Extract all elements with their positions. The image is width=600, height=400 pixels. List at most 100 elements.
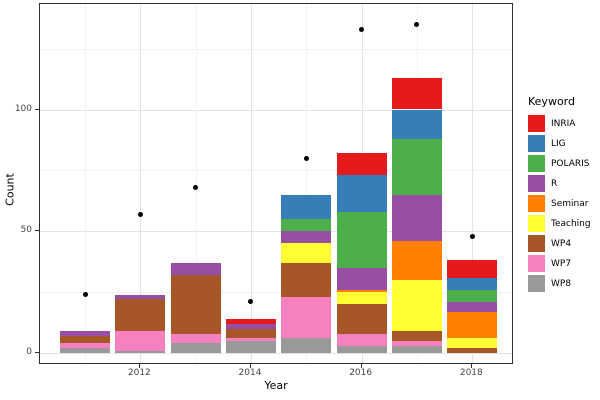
legend-item-label: WP8 bbox=[551, 278, 572, 289]
bar-segment-inria-2014 bbox=[225, 318, 276, 324]
vertical-gridline bbox=[472, 4, 474, 363]
bar-segment-wp4-2018 bbox=[447, 348, 498, 353]
y-tick-label: 100 bbox=[14, 103, 32, 114]
bar-segment-lig-2015 bbox=[281, 194, 332, 220]
plot-panel bbox=[39, 3, 513, 364]
x-tick-mark bbox=[360, 364, 362, 368]
legend-item-label: WP7 bbox=[551, 258, 572, 269]
data-point-2012 bbox=[137, 211, 143, 217]
bar-segment-inria-2016 bbox=[336, 153, 387, 176]
legend-key-swatch-wp7 bbox=[528, 255, 545, 272]
bar-segment-inria-2018 bbox=[447, 260, 498, 278]
major-gridline bbox=[40, 231, 512, 233]
bar-segment-wp7-2013 bbox=[170, 333, 221, 344]
legend-item-polaris: POLARIS bbox=[528, 155, 591, 172]
bar-segment-wp4-2017 bbox=[391, 331, 442, 341]
y-tick-label: 50 bbox=[20, 225, 32, 236]
legend-item-teaching: Teaching bbox=[528, 215, 591, 232]
legend-key-swatch-seminar bbox=[528, 195, 545, 212]
bar-segment-inria-2017 bbox=[391, 77, 442, 110]
data-point-2015 bbox=[303, 155, 309, 161]
bar-segment-wp7-2011 bbox=[60, 343, 110, 349]
bar-segment-wp8-2012 bbox=[115, 350, 166, 353]
legend-key-swatch-lig bbox=[528, 135, 545, 152]
x-tick-mark bbox=[471, 364, 473, 368]
x-tick-mark bbox=[139, 364, 141, 368]
legend-item-seminar: Seminar bbox=[528, 195, 591, 212]
bar-segment-seminar-2016 bbox=[336, 289, 387, 293]
y-axis-title: Count bbox=[3, 173, 17, 206]
bar-segment-wp8-2016 bbox=[336, 345, 387, 353]
legend-item-inria: INRIA bbox=[528, 115, 591, 132]
bar-segment-wp7-2012 bbox=[115, 331, 166, 351]
legend-key-swatch-inria bbox=[528, 115, 545, 132]
legend-item-r: R bbox=[528, 175, 591, 192]
data-point-2013 bbox=[193, 184, 199, 190]
data-point-2018 bbox=[469, 233, 475, 239]
bar-segment-wp7-2017 bbox=[391, 340, 442, 346]
legend-item-wp4: WP4 bbox=[528, 235, 591, 252]
x-tick-label: 2016 bbox=[349, 368, 373, 378]
legend-item-label: INRIA bbox=[551, 118, 576, 129]
bar-segment-wp4-2014 bbox=[225, 328, 276, 339]
legend-item-label: POLARIS bbox=[551, 158, 590, 169]
legend-item-label: LIG bbox=[551, 138, 566, 149]
bar-segment-polaris-2018 bbox=[447, 289, 498, 302]
bar-segment-seminar-2018 bbox=[447, 311, 498, 339]
bar-segment-wp8-2013 bbox=[170, 343, 221, 353]
bar-segment-r-2012 bbox=[115, 294, 166, 300]
x-tick-label: 2018 bbox=[459, 368, 483, 378]
bar-segment-r-2015 bbox=[281, 231, 332, 244]
legend-item-label: Seminar bbox=[551, 198, 589, 209]
vertical-gridline bbox=[195, 4, 197, 363]
legend-key-swatch-wp8 bbox=[528, 275, 545, 292]
y-tick-label: 0 bbox=[26, 347, 32, 357]
major-gridline bbox=[40, 353, 512, 354]
legend-key-swatch-wp4 bbox=[528, 235, 545, 252]
bar-segment-teaching-2018 bbox=[447, 338, 498, 349]
legend-key-swatch-teaching bbox=[528, 215, 545, 232]
bar-segment-teaching-2017 bbox=[391, 279, 442, 332]
bar-segment-polaris-2016 bbox=[336, 211, 387, 268]
data-point-2016 bbox=[359, 26, 365, 32]
bar-segment-r-2018 bbox=[447, 301, 498, 312]
bar-segment-r-2011 bbox=[60, 331, 110, 336]
bar-segment-lig-2018 bbox=[447, 277, 498, 290]
bar-segment-wp8-2011 bbox=[60, 348, 110, 353]
minor-gridline bbox=[40, 48, 512, 50]
bar-segment-r-2017 bbox=[391, 194, 442, 241]
bar-segment-wp8-2014 bbox=[225, 340, 276, 353]
bar-segment-seminar-2017 bbox=[391, 240, 442, 280]
legend: Keyword INRIA LIG POLARIS R Seminar Teaching W… bbox=[528, 95, 591, 295]
bar-segment-r-2013 bbox=[170, 262, 221, 276]
vertical-gridline bbox=[85, 4, 86, 363]
bar-segment-wp4-2013 bbox=[170, 275, 221, 334]
bar-segment-wp7-2016 bbox=[336, 333, 387, 346]
vertical-gridline bbox=[250, 4, 252, 363]
legend-key-swatch-polaris bbox=[528, 155, 545, 172]
legend-items: INRIA LIG POLARIS R Seminar Teaching WP4 WP7 WP8 bbox=[528, 115, 591, 292]
vertical-gridline bbox=[140, 4, 142, 363]
data-point-2011 bbox=[82, 292, 88, 298]
x-tick-label: 2012 bbox=[127, 368, 151, 378]
x-tick-label: 2014 bbox=[238, 368, 262, 378]
legend-item-lig: LIG bbox=[528, 135, 591, 152]
bar-segment-polaris-2015 bbox=[281, 219, 332, 232]
bar-segment-lig-2016 bbox=[336, 175, 387, 212]
legend-title: Keyword bbox=[528, 95, 575, 108]
bar-segment-wp7-2014 bbox=[225, 338, 276, 341]
data-point-2014 bbox=[248, 299, 254, 305]
bar-segment-wp4-2015 bbox=[281, 262, 332, 297]
bar-segment-r-2014 bbox=[225, 323, 276, 329]
bar-segment-wp8-2015 bbox=[281, 338, 332, 353]
bar-segment-wp4-2016 bbox=[336, 304, 387, 334]
minor-gridline bbox=[40, 170, 512, 172]
minor-gridline bbox=[40, 292, 512, 294]
x-tick-mark bbox=[249, 364, 251, 368]
data-point-2017 bbox=[414, 21, 420, 27]
x-axis-title: Year bbox=[264, 379, 288, 392]
bar-segment-wp4-2012 bbox=[115, 299, 166, 332]
legend-item-wp7: WP7 bbox=[528, 255, 591, 272]
legend-item-wp8: WP8 bbox=[528, 275, 591, 292]
